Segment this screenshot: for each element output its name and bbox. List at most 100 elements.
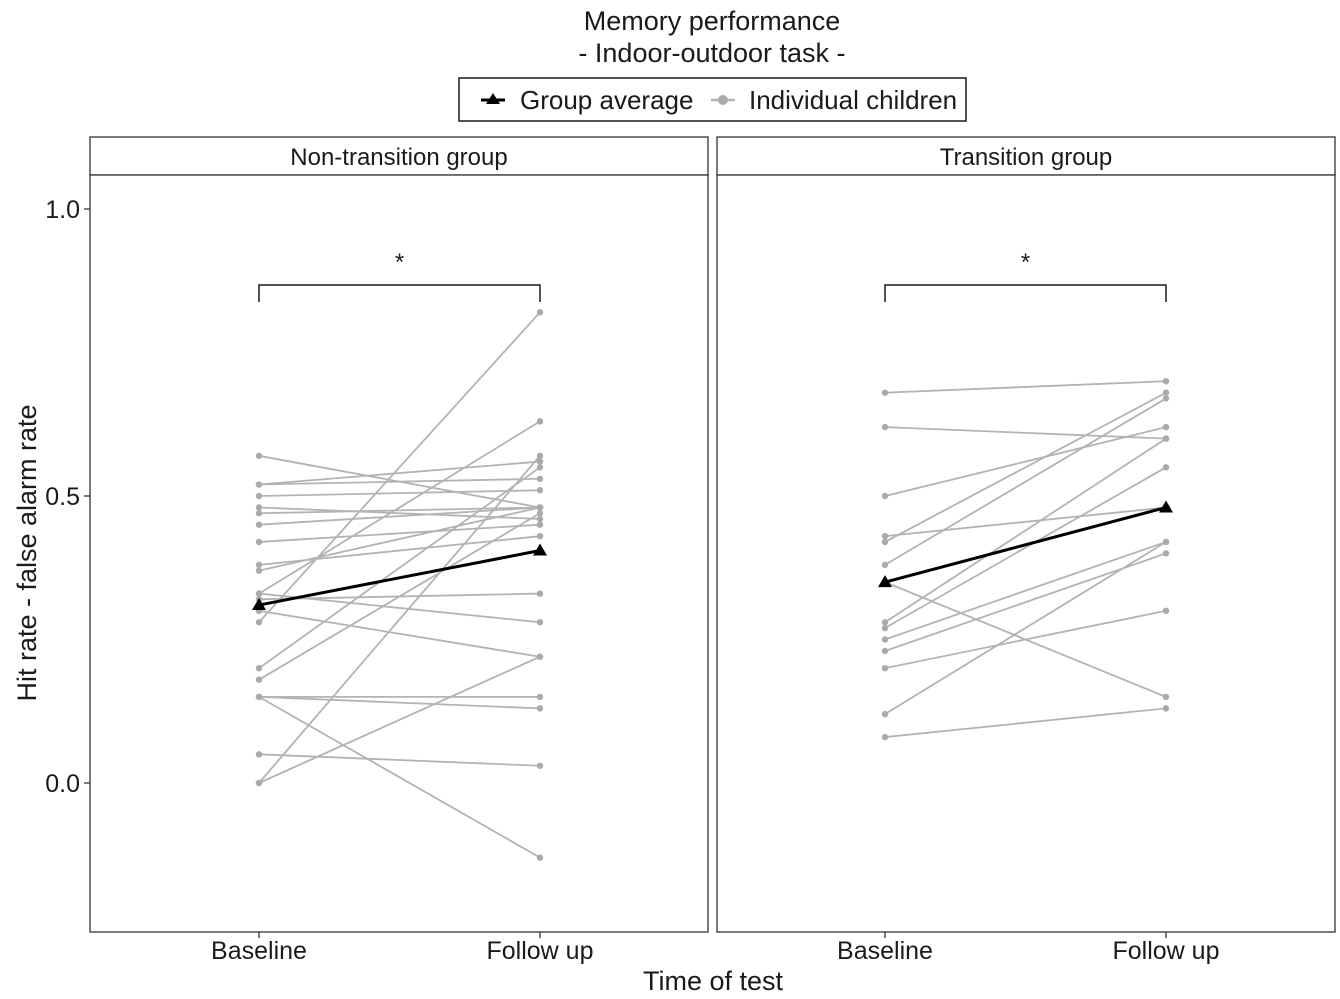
individual-line [884, 426, 1167, 440]
individual-point [536, 309, 544, 316]
individual-line [884, 380, 1167, 394]
individual-point [255, 452, 263, 460]
x-tick-label: Follow up [1113, 937, 1220, 965]
individual-point [536, 653, 544, 660]
individual-point [536, 452, 544, 460]
individual-point [1162, 464, 1170, 471]
individual-point [881, 423, 889, 431]
individual-point [536, 705, 544, 712]
individual-point [255, 590, 263, 597]
panel-strip [716, 136, 1336, 176]
y-tick-label: 1.0 [45, 196, 80, 224]
individual-line [884, 609, 1167, 670]
individual-point [1162, 538, 1170, 546]
significance-bracket [884, 284, 1167, 302]
significance-label: * [395, 249, 404, 276]
individual-line [884, 391, 1167, 543]
legend-individual-dot-icon [718, 95, 728, 105]
significance-bracket [258, 284, 541, 302]
group-average-point [533, 543, 547, 556]
individual-point [536, 693, 544, 701]
individual-line [258, 455, 541, 784]
panel-strip-label: Transition group [940, 144, 1113, 171]
y-axis-title: Hit rate - false alarm rate [12, 404, 42, 701]
individual-point [255, 676, 263, 683]
individual-line [258, 523, 541, 543]
individual-point [536, 464, 544, 471]
individual-line [258, 609, 541, 658]
panel-strip [89, 136, 709, 176]
individual-line [884, 397, 1167, 566]
individual-line [258, 489, 541, 497]
individual-line [884, 437, 1167, 624]
individual-point [881, 538, 889, 546]
individual-point [881, 532, 889, 540]
legend-individual-label: Individual children [749, 85, 957, 115]
individual-point [255, 619, 263, 626]
individual-point [255, 504, 263, 511]
individual-point [536, 458, 544, 465]
individual-point [1162, 705, 1170, 712]
individual-line [258, 466, 541, 669]
individual-line [258, 311, 541, 623]
individual-point [255, 751, 263, 758]
individual-line [258, 506, 541, 520]
individual-point [255, 492, 263, 500]
individual-point [881, 561, 889, 569]
group-average-line [884, 506, 1167, 584]
individual-line [258, 753, 541, 767]
individual-line [884, 541, 1167, 715]
legend-average-label: Group average [520, 85, 693, 115]
individual-point [255, 510, 263, 517]
individual-line [258, 506, 541, 572]
individual-point [536, 762, 544, 769]
individual-point [255, 538, 263, 546]
individual-point [536, 487, 544, 494]
individual-point [255, 779, 263, 787]
individual-point [881, 647, 889, 655]
individual-line [258, 696, 541, 859]
x-tick-label: Follow up [487, 937, 594, 965]
individual-line [258, 477, 541, 486]
individual-point [536, 418, 544, 425]
individual-point [255, 481, 263, 488]
individual-point [255, 521, 263, 528]
individual-line [884, 541, 1167, 641]
individual-line [258, 696, 541, 710]
individual-point [881, 710, 889, 718]
chart-subtitle: - Indoor-outdoor task - [578, 38, 845, 68]
individual-point [255, 561, 263, 569]
individual-point [1162, 435, 1170, 442]
individual-line [884, 707, 1167, 738]
individual-point [255, 567, 263, 574]
individual-point [881, 389, 889, 396]
individual-line [884, 506, 1167, 538]
individual-point [536, 510, 544, 517]
panel-plot-area [89, 174, 709, 933]
individual-point [536, 619, 544, 626]
individual-point [1162, 607, 1170, 614]
individual-line [884, 426, 1167, 497]
individual-line [258, 512, 541, 681]
individual-point [881, 636, 889, 643]
individual-line [884, 466, 1167, 629]
group-average-point [252, 598, 266, 611]
y-tick-label: 0.5 [45, 483, 80, 511]
legend-average-triangle-icon [486, 93, 500, 104]
y-tick-label: 0.0 [45, 770, 80, 798]
individual-point [536, 854, 544, 861]
individual-point [255, 693, 263, 701]
significance-label: * [1021, 249, 1030, 276]
individual-point [1162, 395, 1170, 402]
individual-line [258, 655, 541, 784]
individual-point [881, 733, 889, 741]
individual-point [881, 624, 889, 632]
individual-point [536, 521, 544, 528]
panel-0: Non-transition group Baseline Follow up * [89, 136, 709, 965]
group-average-point [1159, 500, 1173, 513]
y-axis: 0.0 0.5 1.0 [45, 196, 90, 798]
individual-point [536, 504, 544, 511]
individual-point [881, 665, 889, 672]
